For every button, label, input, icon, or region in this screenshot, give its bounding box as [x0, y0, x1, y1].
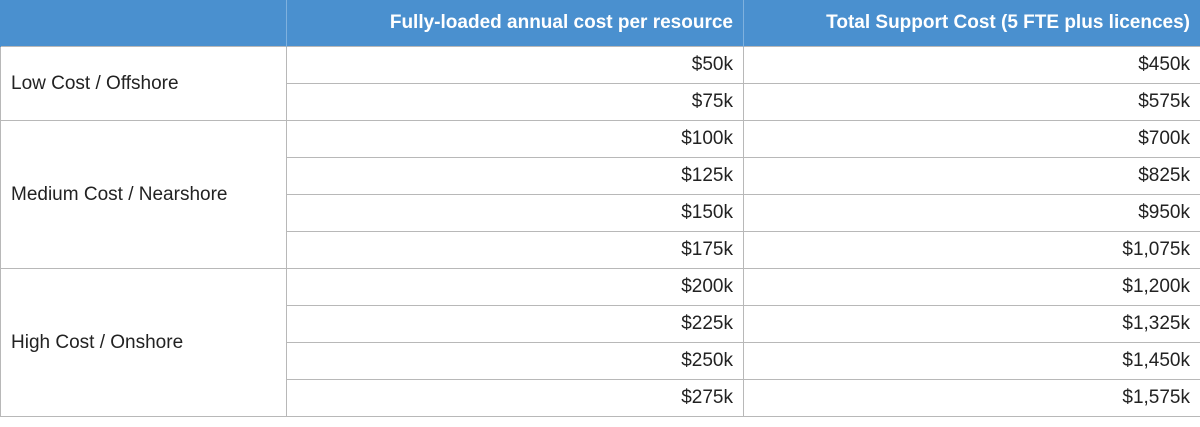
total-cost-cell: $1,200k [743, 268, 1200, 306]
annual-cost-cell: $275k [286, 379, 744, 417]
header-row: Fully-loaded annual cost per resource To… [0, 0, 1200, 47]
table-row: $125k $825k [1, 157, 1200, 195]
table-row: $275k $1,575k [1, 379, 1200, 417]
table-row: Medium Cost / Nearshore $100k $700k [0, 120, 1200, 269]
total-cost-cell: $825k [743, 157, 1200, 195]
header-annual-cost: Fully-loaded annual cost per resource [286, 0, 744, 47]
total-cost-cell: $1,075k [743, 231, 1200, 269]
total-cost-cell: $700k [743, 120, 1200, 158]
total-cost-cell: $1,450k [743, 342, 1200, 380]
table-row: $250k $1,450k [1, 342, 1200, 380]
total-cost-cell: $575k [743, 83, 1200, 121]
table-row: Low Cost / Offshore $50k $450k [0, 46, 1200, 121]
total-cost-cell: $950k [743, 194, 1200, 232]
total-cost-cell: $450k [743, 46, 1200, 84]
annual-cost-cell: $75k [286, 83, 744, 121]
table-row: High Cost / Onshore $200k $1,200k [0, 268, 1200, 417]
group-label-high-cost: High Cost / Onshore [0, 268, 287, 417]
group-label-medium-cost: Medium Cost / Nearshore [0, 120, 287, 269]
table-row: $175k $1,075k [1, 231, 1200, 269]
annual-cost-cell: $100k [286, 120, 744, 158]
table-header: Fully-loaded annual cost per resource To… [0, 0, 1200, 47]
table-row: $75k $575k [1, 83, 1200, 121]
group-label-low-cost: Low Cost / Offshore [0, 46, 287, 121]
table-body: Low Cost / Offshore $50k $450k $75k $575… [0, 46, 1200, 417]
cost-table: Fully-loaded annual cost per resource To… [0, 0, 1200, 417]
table-row: $150k $950k [1, 194, 1200, 232]
header-total-support-cost: Total Support Cost (5 FTE plus licences) [743, 0, 1200, 47]
annual-cost-cell: $250k [286, 342, 744, 380]
annual-cost-cell: $50k [286, 46, 744, 84]
annual-cost-cell: $175k [286, 231, 744, 269]
annual-cost-cell: $200k [286, 268, 744, 306]
table-row: $225k $1,325k [1, 305, 1200, 343]
annual-cost-cell: $150k [286, 194, 744, 232]
annual-cost-cell: $125k [286, 157, 744, 195]
total-cost-cell: $1,575k [743, 379, 1200, 417]
header-category [0, 0, 287, 47]
total-cost-cell: $1,325k [743, 305, 1200, 343]
annual-cost-cell: $225k [286, 305, 744, 343]
